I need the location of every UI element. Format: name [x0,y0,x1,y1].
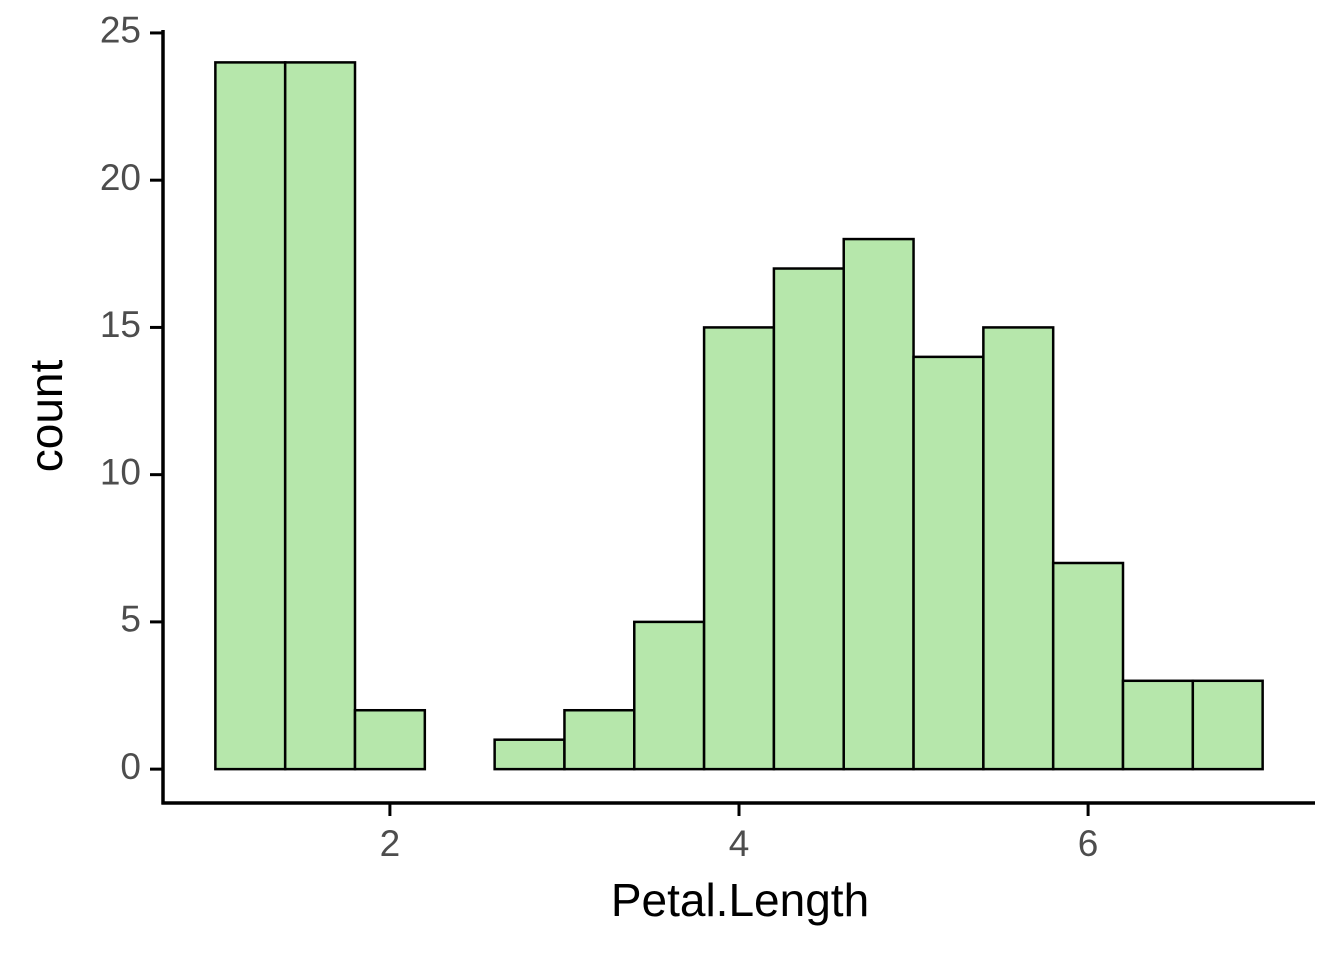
x-tick-label: 6 [1078,823,1099,864]
bar [912,355,985,771]
bar [493,738,566,771]
bar [1121,679,1195,771]
x-tick-label: 2 [380,823,401,864]
bar [563,708,636,771]
bar [283,61,357,771]
y-tick-label: 20 [100,157,141,198]
bar [702,326,776,771]
y-tick-label: 15 [100,304,141,345]
y-axis-title: count [20,360,72,473]
bar [1191,679,1264,771]
bar [982,326,1055,771]
bar [353,708,427,771]
y-tick-label: 0 [120,746,141,787]
bar [842,237,915,771]
y-tick-label: 5 [120,599,141,640]
x-tick-label: 4 [729,823,750,864]
y-tick-label: 25 [100,10,141,51]
bar [214,61,287,771]
bar [1051,561,1125,771]
bar [772,267,845,771]
x-axis-title: Petal.Length [611,874,869,926]
y-tick-label: 10 [100,451,141,492]
bar [633,620,706,771]
